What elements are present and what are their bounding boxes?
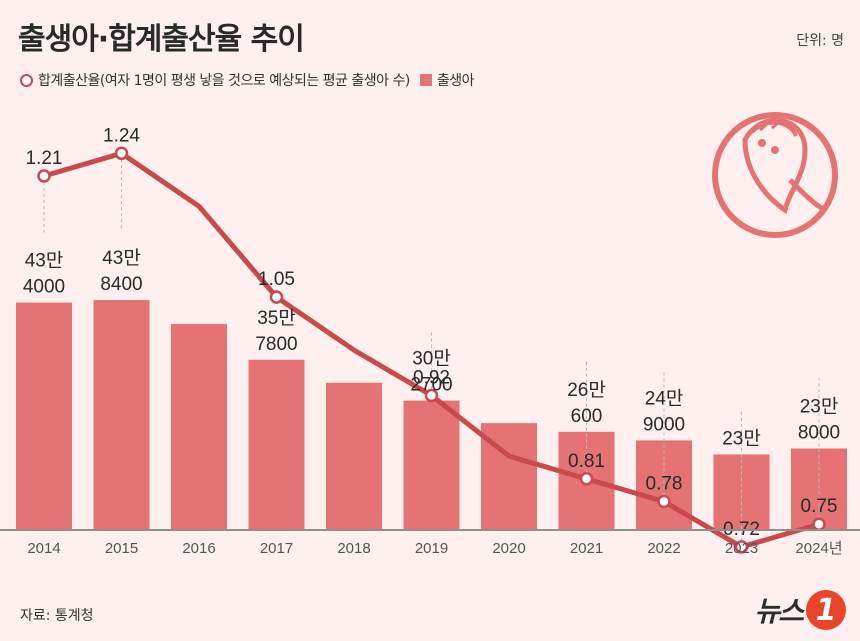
rate-label: 1.05	[258, 269, 295, 290]
rate-label: 1.21	[26, 148, 63, 169]
births-label: 43만	[25, 250, 64, 272]
x-tick-label: 2018	[337, 540, 370, 557]
births-label: 4000	[23, 277, 65, 298]
baby-icon	[712, 112, 838, 238]
rate-label: 0.92	[413, 368, 450, 389]
legend-bar-label: 출생아	[436, 73, 475, 89]
rate-point	[734, 540, 749, 554]
bar	[403, 400, 460, 530]
births-label: 8000	[798, 423, 840, 444]
bar	[93, 300, 150, 530]
legend: 합계출산율(여자 1명이 평생 낳을 것으로 예상되는 평균 출생아 수) 출생…	[20, 70, 474, 90]
births-label: 23만	[722, 427, 761, 449]
x-tick-label: 2016	[182, 540, 215, 557]
births-label: 24만	[645, 387, 684, 409]
rate-point	[812, 517, 826, 531]
bar	[326, 382, 382, 530]
rate-point	[424, 388, 439, 403]
rate-label: 0.78	[646, 474, 683, 495]
births-label: 9000	[643, 414, 685, 435]
births-label: 30만	[412, 348, 451, 370]
bar	[171, 323, 227, 530]
news1-logo: 뉴스 1	[754, 590, 846, 630]
rate-point	[37, 169, 51, 183]
x-tick-label: 2015	[105, 540, 138, 557]
x-tick-label: 2023	[725, 540, 758, 557]
x-tick-label: 2017	[260, 540, 293, 557]
x-tick-label: 2021	[570, 540, 603, 557]
births-label: 26만	[567, 379, 606, 401]
rate-point	[579, 472, 594, 486]
births-label: 8400	[100, 274, 142, 295]
births-label: 43만	[102, 247, 141, 269]
x-tick-label: 2014	[27, 540, 60, 557]
rate-point	[114, 146, 129, 161]
x-tick-label: 2022	[647, 540, 680, 557]
bar	[16, 302, 72, 530]
rate-point	[657, 494, 671, 509]
x-tick-label: 2020	[492, 540, 525, 557]
legend-bar-marker	[419, 74, 432, 86]
x-tick-label: 2024년	[795, 540, 842, 557]
rate-label: 0.81	[568, 451, 605, 472]
unit-label: 단위: 명	[796, 33, 844, 49]
births-label: 2700	[410, 375, 452, 396]
rate-point	[269, 290, 284, 304]
source-label: 자료: 통계청	[20, 608, 94, 624]
x-tick-label: 2019	[415, 540, 448, 557]
logo-text: 뉴스	[754, 595, 804, 628]
rate-label: 0.75	[801, 496, 838, 517]
rate-label: 1.24	[103, 125, 140, 146]
births-label: 35만	[257, 307, 296, 329]
chart-title: 출생아·합계출산율 추이	[18, 22, 305, 57]
births-label: 600	[571, 406, 603, 427]
bar	[248, 359, 305, 530]
logo-badge: 1	[806, 590, 846, 630]
legend-line-marker	[20, 73, 33, 87]
legend-line-label: 합계출산율(여자 1명이 평생 낳을 것으로 예상되는 평균 출생아 수)	[38, 73, 410, 89]
births-label: 7800	[255, 334, 297, 355]
births-label: 23만	[800, 396, 839, 418]
